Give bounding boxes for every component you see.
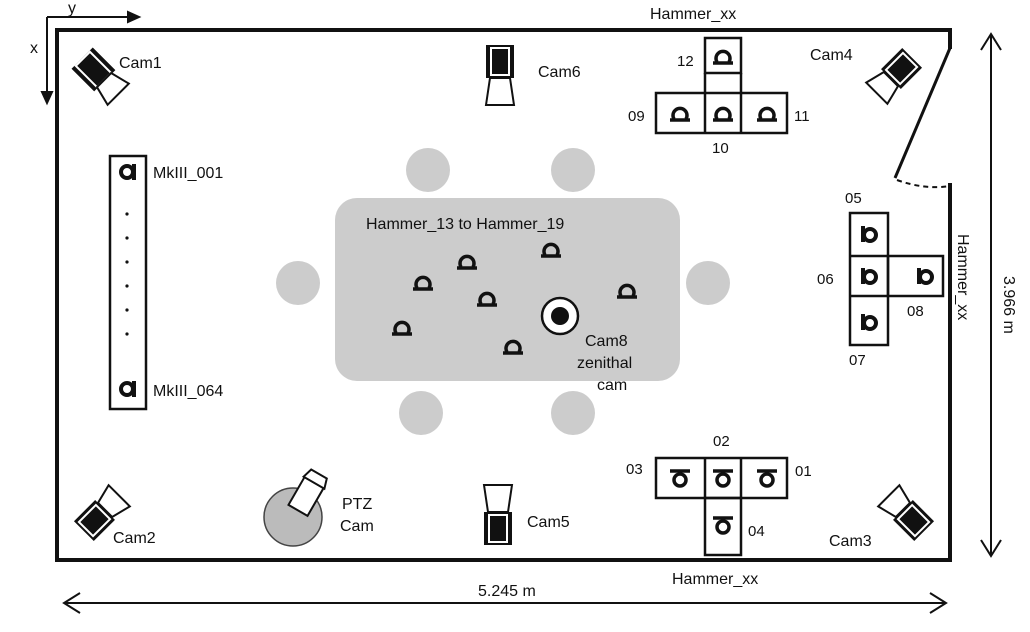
axis-indicator [40,10,142,106]
ptz-label-line2: Cam [340,518,374,535]
cam3-label: Cam3 [829,533,872,550]
hammer-bottom-group [654,456,789,557]
cam1-label: Cam1 [119,55,162,72]
hammer-07-label: 07 [849,352,866,369]
hammer-01-label: 01 [795,463,812,480]
cam1-icon [71,47,131,107]
hammer-08-label: 08 [907,303,924,320]
cam2-label: Cam2 [113,530,156,547]
depth-label: 3.966 m [1000,276,1017,334]
hammer-right-group [848,211,945,347]
table-hammer-icon [503,339,523,355]
mk3-ellipsis-dots [125,212,129,336]
width-label: 5.245 m [478,583,536,600]
cam3-icon [876,483,935,542]
table-hammer-icon [541,242,561,258]
hammer-11-label: 11 [794,108,810,125]
width-dimension [62,592,948,614]
cam8-zenithal-icon [540,296,580,336]
mk3-array [108,154,148,411]
table-hammer-icon [413,275,433,291]
cam8-label: Cam8 [585,333,628,350]
cam4-label: Cam4 [810,47,853,64]
axis-x-label: x [30,40,38,57]
hammer-bottom-icons [670,469,777,535]
hammer-icon [861,314,878,331]
hammer-12-label: 12 [677,53,694,70]
hammer-top-icons [670,49,777,122]
hammer-09-label: 09 [628,108,645,125]
hammer-icon [757,106,777,122]
hammer-top-group [654,36,789,135]
hammer-top-group-label: Hammer_xx [650,6,736,23]
table-hammer-icon [477,291,497,307]
cam2-icon [73,483,132,542]
chair [276,261,320,305]
cam4-icon [864,47,923,106]
hammer-04-label: 04 [748,523,765,540]
hammer-right-group-label: Hammer_xx [954,234,971,320]
cam6-icon [484,45,516,106]
mk3-last-label: MkIII_064 [153,383,223,400]
hammer-05-label: 05 [845,190,862,207]
hammer-10-label: 10 [712,140,729,157]
mk3-first-label: MkIII_001 [153,165,223,182]
table-label: Hammer_13 to Hammer_19 [366,216,564,233]
cam8-label-line2: zenithal [577,355,632,372]
hammer-bottom-group-label: Hammer_xx [672,571,758,588]
meeting-table [335,198,680,381]
hammer-icon [713,469,733,488]
hammer-06-label: 06 [817,271,834,288]
hammer-icon [861,268,878,285]
mk3-mic-icon [119,381,136,397]
table-hammer-icons [392,242,637,355]
meeting-table-area [276,148,730,435]
ptz-label: PTZ [342,496,372,513]
room-walls [55,28,952,562]
hammer-icon [757,469,777,488]
ptz-cam-icon [263,468,328,547]
chair [406,148,450,192]
hammer-icon [670,106,690,122]
depth-dimension [980,32,1002,558]
cam8-label-line3: cam [597,377,627,394]
hammer-icon [713,106,733,122]
table-hammer-icon [457,254,477,270]
chair [686,261,730,305]
hammer-02-label: 02 [713,433,730,450]
chair [399,391,443,435]
cam5-icon [482,484,514,545]
hammer-icon [713,49,733,65]
hammer-icon [713,516,733,535]
cam5-label: Cam5 [527,514,570,531]
table-hammer-icon [617,283,637,299]
hammer-icon [861,226,878,243]
hammer-icon [917,268,934,285]
axis-y-label: y [68,0,76,17]
chair [551,391,595,435]
table-hammer-icon [392,320,412,336]
hammer-right-icons [861,226,934,331]
hammer-icon [670,469,690,488]
hammer-03-label: 03 [626,461,643,478]
mk3-mic-icon [119,164,136,180]
cam6-label: Cam6 [538,64,581,81]
chair [551,148,595,192]
